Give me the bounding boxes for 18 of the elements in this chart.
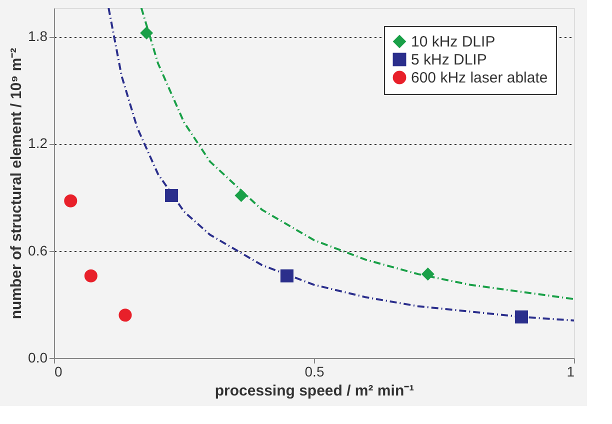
point <box>140 26 154 40</box>
legend-label: 600 kHz laser ablate <box>411 70 548 86</box>
point <box>514 310 528 324</box>
x-axis-title: processing speed / m² min⁻¹ <box>214 382 414 400</box>
y-tick-label: 1.2 <box>28 135 48 152</box>
y-tick-label: 0.0 <box>28 350 48 366</box>
point <box>64 194 78 208</box>
x-tick-label: 1 <box>566 364 575 380</box>
point <box>84 269 98 282</box>
point <box>118 308 132 322</box>
y-axis-title: number of structural element / 10⁹ m⁻² <box>8 48 26 320</box>
x-tick-label: 0 <box>54 364 62 380</box>
x-tick-label: 0.5 <box>304 364 324 380</box>
legend-label: 5 kHz DLIP <box>411 52 487 68</box>
point <box>280 269 294 282</box>
y-tick-label: 1.8 <box>28 28 48 44</box>
y-tick-label: 0.6 <box>28 242 48 258</box>
legend-label: 10 kHz DLIP <box>411 34 496 50</box>
